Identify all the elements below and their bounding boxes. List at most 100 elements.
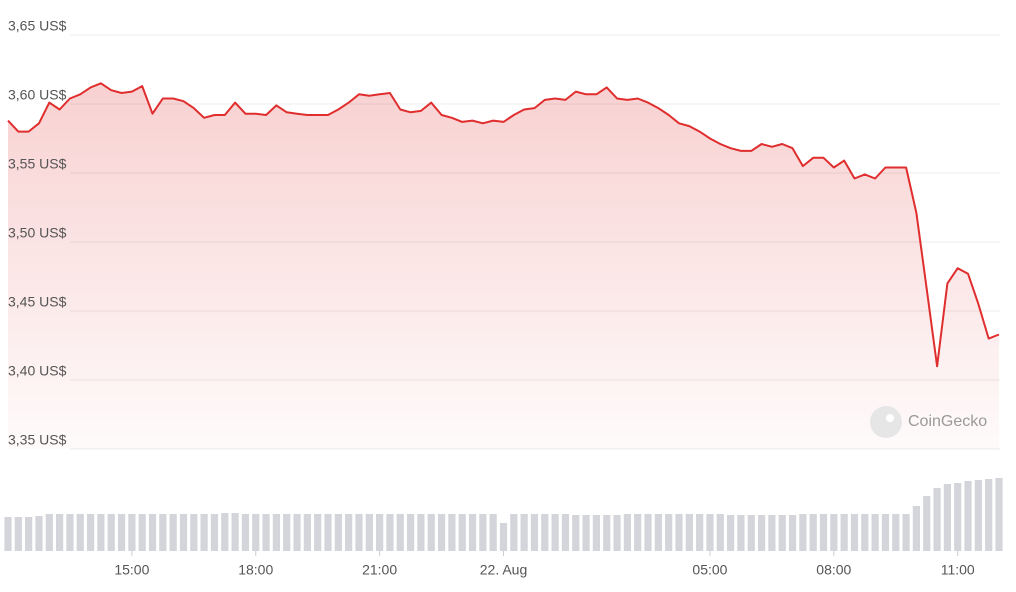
volume-bar — [623, 514, 631, 551]
volume-bar — [737, 515, 745, 551]
volume-bar — [45, 514, 53, 551]
y-tick-label: 3,60 US$ — [8, 87, 67, 103]
volume-bar — [76, 514, 84, 551]
volume-bar — [985, 479, 993, 551]
volume-bar — [314, 514, 322, 551]
volume-bar — [809, 514, 817, 551]
volume-bar — [97, 514, 105, 551]
volume-bar — [654, 514, 662, 551]
volume-bar — [613, 515, 621, 551]
volume-bar — [252, 514, 260, 551]
watermark: CoinGecko — [870, 406, 987, 438]
x-tick-label: 22. Aug — [480, 562, 528, 578]
volume-bar — [530, 514, 539, 551]
volume-bar — [665, 514, 673, 551]
volume-bar — [685, 514, 693, 551]
volume-bar — [262, 514, 270, 551]
volume-bar — [861, 514, 869, 551]
volume-bar — [221, 513, 229, 551]
volume-bar — [520, 514, 528, 551]
volume-bar — [241, 514, 250, 551]
volume-bar — [582, 515, 590, 551]
volume-bar — [788, 515, 797, 551]
volume-bar — [912, 506, 921, 551]
volume-bar — [716, 514, 724, 551]
x-tick-label: 18:00 — [238, 562, 273, 578]
volume-bar — [179, 514, 188, 551]
volume-bar — [541, 514, 549, 551]
volume-bar — [138, 514, 146, 551]
volume-bar — [499, 523, 508, 551]
volume-bar — [345, 514, 353, 551]
volume-bar — [334, 514, 342, 551]
volume-bar — [964, 481, 972, 551]
volume-bar — [572, 515, 580, 551]
volume-bar — [819, 514, 828, 551]
volume-bar — [923, 496, 931, 551]
y-tick-label: 3,35 US$ — [8, 432, 67, 448]
x-tick-label: 05:00 — [692, 562, 727, 578]
volume-bar — [551, 514, 559, 551]
volume-bar — [768, 515, 776, 551]
volume-bar — [324, 514, 332, 551]
watermark-text: CoinGecko — [908, 413, 987, 430]
volume-bar — [272, 514, 281, 551]
volume-bar — [933, 488, 941, 551]
volume-bar — [376, 514, 384, 551]
volume-bar — [66, 514, 74, 551]
volume-bar — [231, 513, 239, 551]
volume-bar — [747, 515, 755, 551]
volume-bar — [86, 514, 95, 551]
volume-bar — [778, 515, 786, 551]
volume-bar — [468, 514, 477, 551]
volume-bar — [510, 514, 518, 551]
volume-bar — [634, 514, 642, 551]
volume-bar — [35, 516, 43, 551]
volume-bar — [799, 514, 807, 551]
volume-bar — [148, 514, 157, 551]
volume-bar — [303, 514, 311, 551]
volume-bar — [117, 514, 126, 551]
volume-bar — [210, 514, 219, 551]
y-tick-label: 3,50 US$ — [8, 225, 67, 241]
price-line — [7, 82, 1000, 368]
volume-bar — [169, 514, 177, 551]
volume-bar — [830, 514, 838, 551]
volume-bar — [417, 514, 425, 551]
axis-labels: 3,35 US$ 3,40 US$ 3,45 US$ 3,50 US$ 3,55 US$… — [8, 18, 975, 578]
volume-bar — [14, 517, 22, 551]
y-tick-label: 3,40 US$ — [8, 363, 67, 379]
volume-bar — [489, 514, 497, 551]
volume-bar — [128, 514, 136, 551]
watermark-logo — [870, 406, 902, 438]
volume-bar — [458, 514, 466, 551]
x-tick-label: 11:00 — [941, 562, 975, 578]
volume-bar — [892, 514, 900, 551]
volume-bar — [675, 514, 683, 551]
volume-bar — [427, 514, 435, 551]
volume-bar — [190, 514, 198, 551]
x-tick-label: 08:00 — [816, 562, 851, 578]
volume-bar — [696, 514, 704, 551]
volume-bar — [974, 480, 982, 551]
volume-bar — [479, 514, 487, 551]
volume-bar — [902, 514, 910, 551]
volume-bar — [726, 515, 735, 551]
y-tick-label: 3,65 US$ — [8, 18, 67, 34]
plot — [7, 82, 1000, 450]
volume-bar — [757, 515, 766, 551]
volume-bar — [365, 514, 373, 551]
volume-bar — [995, 478, 1003, 551]
volume-bar — [954, 483, 962, 551]
volume-bar — [840, 514, 848, 551]
volume-bar — [871, 514, 879, 551]
x-tick-label: 15:00 — [114, 562, 149, 578]
y-tick-label: 3,55 US$ — [8, 156, 67, 172]
volume-bar — [200, 514, 208, 551]
volume-bar — [437, 514, 446, 551]
volume-bar — [355, 514, 363, 551]
volume-bar — [943, 484, 951, 551]
volume-bar — [603, 515, 611, 551]
x-tick-label: 21:00 — [362, 562, 397, 578]
